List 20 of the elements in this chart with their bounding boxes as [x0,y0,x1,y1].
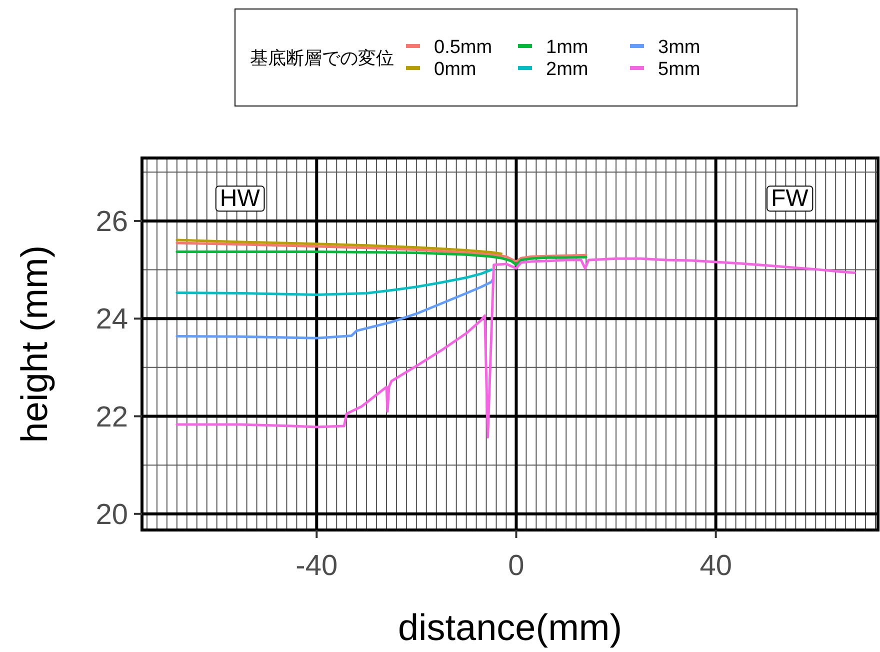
annotation: HW [215,185,265,212]
y-axis-title: height (mm) [14,245,55,443]
annotation: FW [771,185,809,212]
legend-label: 0.5mm [434,37,492,58]
y-tick-label: 26 [96,206,128,238]
annotation: FW [766,185,814,212]
legend-title: 基底断層での変位 [250,48,394,68]
y-tick-label: 22 [96,401,128,434]
x-tick-label: 40 [700,550,732,582]
legend-label: 0mm [434,59,476,80]
x-axis-title: distance(mm) [398,607,622,648]
y-tick-label: 20 [96,498,128,531]
annotation: HW [220,185,260,212]
y-tick-label: 24 [96,304,128,336]
legend-label: 2mm [546,59,588,80]
legend-label: 5mm [658,59,700,80]
legend-label: 1mm [546,37,588,58]
legend-label: 3mm [658,37,700,58]
x-tick-label: -40 [296,550,338,582]
x-tick-label: 0 [508,550,524,582]
